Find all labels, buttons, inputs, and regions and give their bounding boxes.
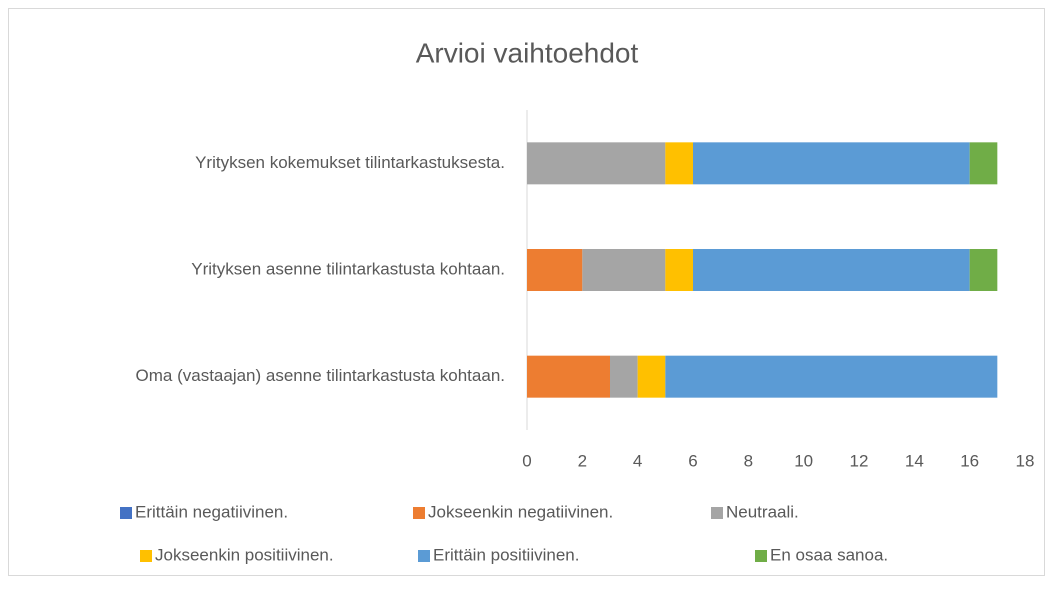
x-tick-label: 18 [1016, 451, 1035, 470]
legend-swatch [418, 550, 430, 562]
y-tick-label: Yrityksen asenne tilintarkastusta kohtaa… [191, 259, 505, 278]
legend-swatch [140, 550, 152, 562]
y-tick-label: Yrityksen kokemukset tilintarkastuksesta… [195, 153, 505, 172]
x-tick-label: 16 [960, 451, 979, 470]
legend-label: Jokseenkin positiivinen. [155, 545, 334, 564]
x-tick-label: 0 [522, 451, 531, 470]
legend-swatch [120, 507, 132, 519]
x-tick-label: 14 [905, 451, 924, 470]
bar-segment [637, 355, 666, 398]
bar-segment [610, 355, 638, 398]
x-tick-label: 2 [578, 451, 587, 470]
bar-segment [665, 249, 693, 291]
legend-swatch [711, 507, 723, 519]
bar-segment [582, 249, 666, 291]
chart-title: Arvioi vaihtoehdot [416, 37, 639, 68]
legend-label: En osaa sanoa. [770, 545, 888, 564]
x-tick-label: 4 [633, 451, 642, 470]
bar-segment [527, 142, 666, 185]
bar-segment [665, 142, 693, 185]
bar-segment [527, 249, 583, 291]
y-tick-label: Oma (vastaajan) asenne tilintarkastusta … [136, 366, 505, 385]
x-tick-label: 12 [850, 451, 869, 470]
legend-label: Jokseenkin negatiivinen. [428, 502, 613, 521]
bar-segment [527, 355, 610, 398]
bar-segment [665, 355, 998, 398]
bar-segment [969, 142, 998, 185]
x-tick-label: 6 [688, 451, 697, 470]
x-tick-label: 8 [744, 451, 753, 470]
bar-segment [693, 249, 970, 291]
legend-label: Neutraali. [726, 502, 799, 521]
legend-label: Erittäin negatiivinen. [135, 502, 288, 521]
legend-swatch [413, 507, 425, 519]
bar-segment [693, 142, 970, 185]
bar-segment [969, 249, 998, 291]
legend-label: Erittäin positiivinen. [433, 545, 579, 564]
legend-swatch [755, 550, 767, 562]
x-tick-label: 10 [794, 451, 813, 470]
